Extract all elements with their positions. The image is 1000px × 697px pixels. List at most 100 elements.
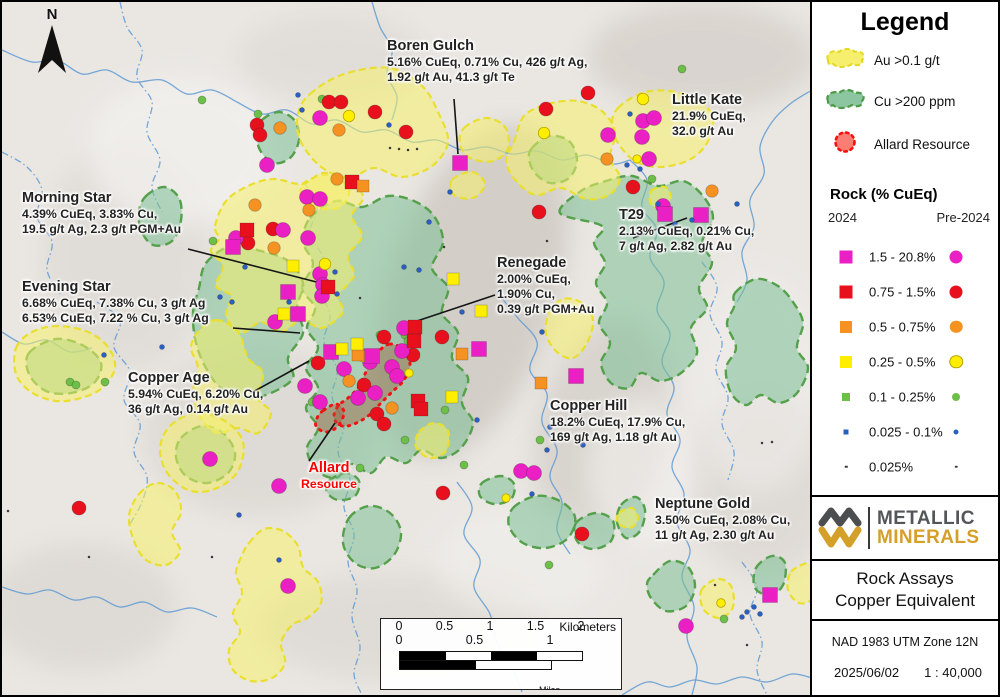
assay-point-pre2024 xyxy=(406,148,410,152)
assay-point-pre2024 xyxy=(330,172,344,186)
assay-point-pre2024 xyxy=(376,329,392,345)
assay-point-pre2024 xyxy=(535,435,545,445)
assay-point-2024 xyxy=(356,179,370,193)
assay-point-pre2024 xyxy=(526,465,542,481)
assay-point-2024 xyxy=(351,348,365,362)
au-region xyxy=(127,481,183,567)
scalebar-miles-unit: Miles xyxy=(539,685,561,690)
au-region xyxy=(189,318,273,435)
class-circle-pre2024-icon xyxy=(949,320,963,333)
assay-point-pre2024 xyxy=(716,598,726,608)
assay-point-pre2024 xyxy=(580,85,596,101)
scale-bar: Kilometers 0 0.5 1 1.5 2 0 0.5 1 Miles xyxy=(380,618,622,690)
map-title-line2: Copper Equivalent xyxy=(835,591,975,610)
assay-point-pre2024 xyxy=(299,189,315,205)
assay-point-2024 xyxy=(406,333,422,349)
terrain-shading xyxy=(87,77,277,227)
assay-point-pre2024 xyxy=(300,230,316,246)
assay-point-pre2024 xyxy=(739,614,745,620)
map-date: 2025/06/02 xyxy=(834,665,900,680)
assay-point-pre2024 xyxy=(459,460,469,470)
au-region xyxy=(786,561,810,605)
assay-point-pre2024 xyxy=(242,264,248,270)
legend-class-row: 0.1 - 0.25% xyxy=(812,379,998,414)
assay-point-pre2024 xyxy=(442,245,446,249)
assay-point-pre2024 xyxy=(447,189,453,195)
cu-region xyxy=(645,559,697,613)
callout-line xyxy=(187,248,333,287)
callout-line xyxy=(232,327,301,334)
assay-point-pre2024 xyxy=(367,104,383,120)
stream-line xyxy=(741,561,768,695)
callout-line xyxy=(308,422,336,462)
assay-point-pre2024 xyxy=(248,198,262,212)
assay-point-pre2024 xyxy=(751,604,757,610)
assay-point-pre2024 xyxy=(310,355,326,371)
class-range-label: 0.1 - 0.25% xyxy=(869,389,936,404)
stream-line xyxy=(701,261,735,481)
assay-point-pre2024 xyxy=(385,401,399,415)
rock-classes-title: Rock (% CuEq) xyxy=(830,186,938,203)
au-region xyxy=(12,324,117,403)
mi-tick: 1 xyxy=(546,633,554,647)
assay-point-pre2024 xyxy=(531,204,547,220)
assay-point-2024 xyxy=(446,272,460,286)
legend-class-row: 0.5 - 0.75% xyxy=(812,309,998,344)
class-circle-pre2024-icon xyxy=(949,250,963,263)
assay-point-2024 xyxy=(277,307,291,321)
assay-point-pre2024 xyxy=(334,291,340,297)
assay-point-2024 xyxy=(364,348,380,364)
legend-class-row: 1.5 - 20.8% xyxy=(812,239,998,274)
assay-point-pre2024 xyxy=(259,157,275,173)
assay-point-pre2024 xyxy=(625,179,641,195)
assay-point-pre2024 xyxy=(719,614,729,624)
callout-line xyxy=(416,294,496,322)
assay-point-pre2024 xyxy=(435,485,451,501)
assay-point-pre2024 xyxy=(474,417,480,423)
scalebar-km-ticks: 0 0.5 1 1.5 2 xyxy=(381,619,621,633)
assay-point-pre2024 xyxy=(267,241,281,255)
km-tick: 0.5 xyxy=(435,619,454,633)
assay-point-pre2024 xyxy=(636,92,650,106)
assay-point-pre2024 xyxy=(333,94,349,110)
au-region xyxy=(295,66,450,180)
assay-point-pre2024 xyxy=(286,299,292,305)
assay-point-pre2024 xyxy=(734,201,740,207)
assay-point-pre2024 xyxy=(100,377,110,387)
assay-point-pre2024 xyxy=(574,526,590,542)
assay-point-pre2024 xyxy=(342,374,356,388)
column-pre2024-label: Pre-2024 xyxy=(936,210,990,225)
assay-point-pre2024 xyxy=(404,368,414,378)
terrain-shading xyxy=(587,397,697,547)
assay-point-pre2024 xyxy=(647,174,657,184)
class-square-2024-icon xyxy=(844,465,848,468)
au-region xyxy=(449,170,487,200)
assay-point-pre2024 xyxy=(501,493,511,503)
assay-point-pre2024 xyxy=(312,394,328,410)
legend-item-allard: Allard Resource xyxy=(822,129,970,160)
assay-point-2024 xyxy=(455,347,469,361)
assay-point-2024 xyxy=(534,376,548,390)
assay-point-pre2024 xyxy=(398,124,414,140)
map-canvas[interactable]: N Boren Gulch 5.16% CuEq, 0.71% Cu, 426 g… xyxy=(2,2,810,695)
assay-point-pre2024 xyxy=(332,123,346,137)
assay-point-pre2024 xyxy=(208,236,218,246)
stream-line xyxy=(96,301,148,525)
assay-point-pre2024 xyxy=(632,154,642,164)
assay-point-pre2024 xyxy=(539,329,545,335)
au-region xyxy=(227,526,323,683)
km-tick: 2 xyxy=(577,619,585,633)
stream-line xyxy=(621,673,810,695)
assay-point-pre2024 xyxy=(318,257,332,271)
assay-point-pre2024 xyxy=(217,294,223,300)
assay-point-pre2024 xyxy=(358,296,362,300)
assay-point-2024 xyxy=(286,259,300,273)
column-2024-label: 2024 xyxy=(828,210,857,225)
cu-region xyxy=(324,471,361,502)
assay-point-pre2024 xyxy=(426,219,432,225)
scalebar-miles-bar xyxy=(399,660,552,670)
assay-point-pre2024 xyxy=(770,440,774,444)
class-range-label: 0.5 - 0.75% xyxy=(869,319,936,334)
assay-point-pre2024 xyxy=(276,557,282,563)
assay-point-pre2024 xyxy=(634,129,650,145)
